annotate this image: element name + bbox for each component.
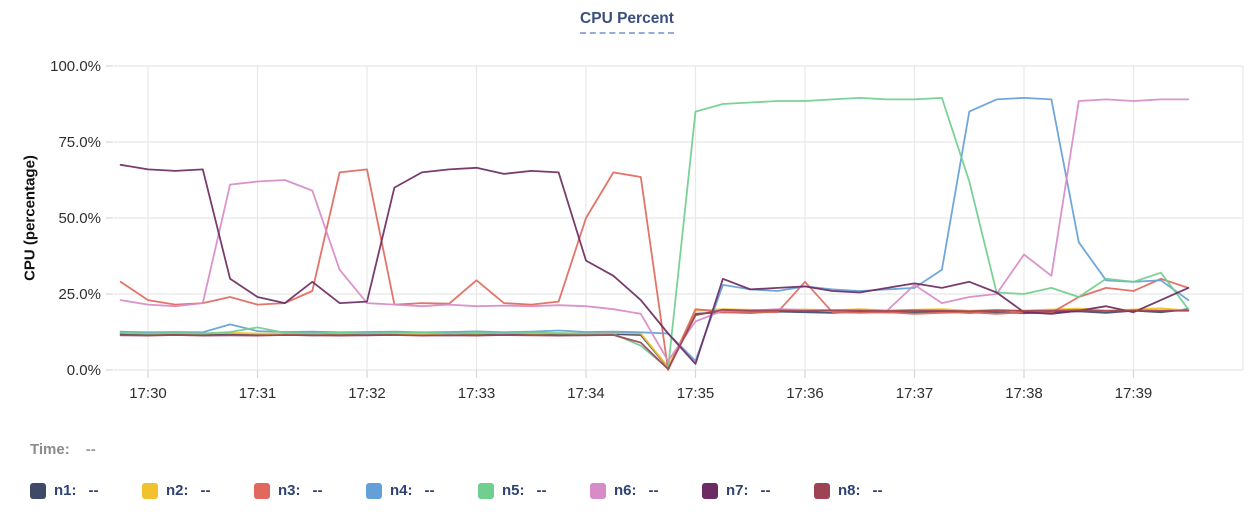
series-line-n5 bbox=[119, 97, 1190, 370]
legend-value-n4: -- bbox=[424, 482, 435, 499]
legend-swatch-n2 bbox=[142, 482, 158, 499]
series-line-n4 bbox=[119, 97, 1190, 362]
legend-value-n2: -- bbox=[200, 482, 211, 499]
series-line-n6 bbox=[119, 98, 1190, 362]
legend-item-n4[interactable]: n4: -- bbox=[366, 482, 478, 499]
legend-label-n6: n6: bbox=[614, 482, 637, 499]
x-tick-label: 17:39 bbox=[1115, 385, 1153, 402]
x-tick-label: 17:35 bbox=[677, 385, 715, 402]
legend-value-n3: -- bbox=[312, 482, 323, 499]
y-tick-label: 75.0% bbox=[58, 134, 101, 151]
legend-swatch-n6 bbox=[590, 482, 606, 499]
y-tick-label: 50.0% bbox=[58, 210, 101, 227]
x-tick-label: 17:32 bbox=[348, 385, 386, 402]
x-tick-label: 17:37 bbox=[896, 385, 934, 402]
time-readout: Time: -- bbox=[30, 441, 96, 458]
legend-value-n7: -- bbox=[760, 482, 771, 499]
x-tick-label: 17:36 bbox=[786, 385, 824, 402]
y-tick-label: 100.0% bbox=[50, 58, 101, 75]
legend-swatch-n3 bbox=[254, 482, 270, 499]
legend-value-n5: -- bbox=[536, 482, 547, 499]
legend-label-n5: n5: bbox=[502, 482, 525, 499]
legend-label-n8: n8: bbox=[838, 482, 861, 499]
series-line-n7 bbox=[119, 163, 1190, 365]
panel-title[interactable]: CPU Percent bbox=[580, 10, 674, 34]
x-tick-label: 17:38 bbox=[1005, 385, 1043, 402]
legend-label-n1: n1: bbox=[54, 482, 77, 499]
legend-value-n6: -- bbox=[648, 482, 659, 499]
series-line-n3 bbox=[119, 168, 1190, 371]
legend-label-n2: n2: bbox=[166, 482, 189, 499]
legend-item-n6[interactable]: n6: -- bbox=[590, 482, 702, 499]
time-value: -- bbox=[85, 441, 96, 458]
legend-label-n3: n3: bbox=[278, 482, 301, 499]
legend-label-n4: n4: bbox=[390, 482, 413, 499]
chart-plot-area[interactable]: 100.0% 75.0% 50.0% 25.0% 0.0% 17:30 17:31 17:32… bbox=[0, 0, 1254, 415]
legend-swatch-n5 bbox=[478, 482, 494, 499]
series-line-n8 bbox=[119, 308, 1190, 371]
legend-swatch-n8 bbox=[814, 482, 830, 499]
time-label: Time: bbox=[30, 441, 70, 458]
legend-item-n1[interactable]: n1: -- bbox=[30, 482, 142, 499]
y-tick-label: 25.0% bbox=[58, 286, 101, 303]
legend-item-n7[interactable]: n7: -- bbox=[702, 482, 814, 499]
legend-item-n8[interactable]: n8: -- bbox=[814, 482, 926, 499]
legend-swatch-n1 bbox=[30, 482, 46, 499]
legend-item-n2[interactable]: n2: -- bbox=[142, 482, 254, 499]
legend-value-n1: -- bbox=[88, 482, 99, 499]
x-tick-label: 17:33 bbox=[458, 385, 496, 402]
legend-swatch-n7 bbox=[702, 482, 718, 499]
y-tick-label: 0.0% bbox=[67, 362, 101, 379]
legend-label-n7: n7: bbox=[726, 482, 749, 499]
x-tick-label: 17:30 bbox=[129, 385, 167, 402]
legend-item-n5[interactable]: n5: -- bbox=[478, 482, 590, 499]
x-tick-label: 17:31 bbox=[239, 385, 277, 402]
legend: n1: -- n2: -- n3: -- n4: -- n5: -- n6: -- n7: -- n8: -- bbox=[30, 482, 926, 499]
legend-swatch-n4 bbox=[366, 482, 382, 499]
x-tick-label: 17:34 bbox=[567, 385, 605, 402]
legend-item-n3[interactable]: n3: -- bbox=[254, 482, 366, 499]
legend-value-n8: -- bbox=[872, 482, 883, 499]
